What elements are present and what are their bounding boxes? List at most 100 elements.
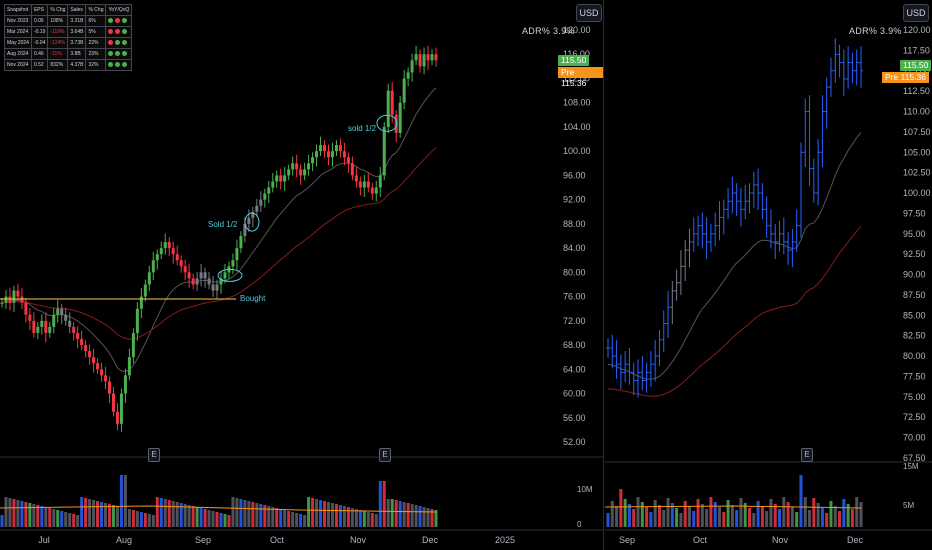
cell-growth-dots — [105, 26, 133, 38]
fundamentals-row: May 2024 -0.04 -124% 3.73B 22% — [4, 37, 133, 49]
long-ema-line — [1, 147, 437, 340]
cell-eps-chg: 108% — [47, 15, 69, 27]
earnings-icon[interactable]: E — [379, 448, 391, 462]
candle-body — [88, 351, 92, 358]
volume-bar — [386, 499, 390, 527]
volume-bar — [418, 506, 422, 527]
time-axis-label: Oct — [693, 535, 708, 545]
candle-body — [143, 284, 147, 297]
candle-body — [207, 278, 211, 285]
volume-bar — [40, 506, 44, 527]
candle-body — [354, 175, 358, 182]
volume-bar — [96, 501, 100, 527]
time-axis-label: Oct — [270, 535, 285, 545]
cell-sales: 4.37B — [67, 59, 87, 71]
volume-bar — [402, 502, 406, 527]
price-axis-label: 104.00 — [563, 122, 591, 132]
pre-market-tag: Pre 115.36 — [882, 72, 929, 83]
volume-bar — [370, 513, 374, 527]
candle-body — [350, 163, 354, 176]
status-dot-icon — [108, 39, 114, 45]
price-axis-label: 92.00 — [563, 195, 586, 205]
cell-eps: 0.06 — [30, 15, 49, 27]
candle-body — [263, 193, 267, 200]
cell-growth-dots — [105, 48, 133, 60]
header-sales-chg: % Chg — [85, 4, 107, 16]
candle-body — [127, 357, 131, 376]
volume-bar — [615, 506, 619, 527]
volume-bar — [670, 503, 674, 527]
candle-body — [100, 369, 104, 376]
currency-badge[interactable]: USD — [903, 4, 929, 22]
price-axis-label: 102.50 — [903, 168, 931, 178]
cell-growth-dots — [105, 15, 133, 27]
candle-body — [422, 54, 426, 67]
pre-market-tag: Pre 115.36 — [558, 67, 603, 88]
left-price-chart[interactable]: 120.00 116.00 112.00 108.00 104.00 100.00 96.0… — [0, 0, 604, 550]
candle-body — [307, 163, 311, 170]
volume-bar — [211, 511, 215, 527]
candle-body — [330, 151, 334, 158]
volume-bar — [20, 501, 24, 527]
candle-body — [247, 217, 251, 224]
volume-bar — [36, 505, 40, 527]
price-axis-label: 95.00 — [903, 229, 926, 239]
volume-bar — [683, 501, 687, 527]
volume-bar — [295, 513, 299, 527]
volume-axis-label: 0 — [577, 520, 582, 529]
volume-bar — [705, 509, 709, 527]
candle-body — [223, 272, 227, 279]
price-axis-label: 68.00 — [563, 340, 586, 350]
volume-bar — [175, 502, 179, 527]
candle-body — [251, 211, 255, 218]
candle-body — [406, 72, 410, 79]
volume-bar — [748, 508, 752, 527]
right-price-chart[interactable]: 120.00117.50115.00112.50110.00107.50105.… — [605, 0, 932, 550]
volume-bar — [406, 503, 410, 527]
candle-body — [323, 145, 327, 152]
volume-bar — [215, 512, 219, 527]
volume-bar — [108, 504, 112, 527]
candle-body — [44, 320, 48, 333]
volume-bar — [700, 504, 704, 527]
volume-bar — [199, 508, 203, 527]
volume-bar — [390, 499, 394, 527]
cell-eps: 0.52 — [30, 59, 49, 71]
price-axis-label: 64.00 — [563, 364, 586, 374]
candle-body — [430, 54, 434, 61]
time-axis-label: Nov — [772, 535, 789, 545]
short-ema-line — [607, 132, 862, 380]
price-axis-label: 80.00 — [903, 351, 926, 361]
volume-bar — [610, 501, 614, 527]
candle-body — [139, 296, 143, 309]
volume-bar — [187, 505, 191, 527]
fundamentals-row: Nov 2024 0.52 832% 4.37B 32% — [4, 59, 133, 71]
volume-bar — [72, 514, 76, 527]
volume-bar — [207, 510, 211, 527]
currency-badge[interactable]: USD — [576, 4, 602, 22]
status-dot-icon — [122, 39, 128, 45]
candle-body — [334, 145, 338, 152]
price-axis-label: 112.50 — [903, 86, 930, 96]
right-chart-pane[interactable]: 120.00117.50115.00112.50110.00107.50105.… — [605, 0, 932, 550]
pre-label: Pre — [885, 72, 899, 82]
candle-body — [362, 181, 366, 188]
last-price-tag: 115.50 — [558, 55, 590, 66]
left-chart-pane[interactable]: 120.00 116.00 112.00 108.00 104.00 100.00 96.0… — [0, 0, 604, 550]
volume-bar — [696, 499, 700, 527]
volume-bar — [773, 504, 777, 527]
candle-body — [291, 163, 295, 170]
volume-bar — [632, 509, 636, 527]
volume-bar — [287, 511, 291, 527]
cell-quarter: May 2024 — [4, 37, 32, 49]
earnings-icon[interactable]: E — [148, 448, 160, 462]
volume-bar — [765, 511, 769, 527]
price-axis-label: 100.00 — [903, 188, 931, 198]
volume-bar — [354, 509, 358, 527]
volume-bar — [816, 503, 820, 527]
volume-bar — [307, 497, 311, 527]
earnings-icon[interactable]: E — [801, 448, 813, 462]
volume-bar — [259, 504, 263, 527]
header-quarter: Snapshot — [4, 4, 32, 16]
candle-body — [171, 248, 175, 255]
